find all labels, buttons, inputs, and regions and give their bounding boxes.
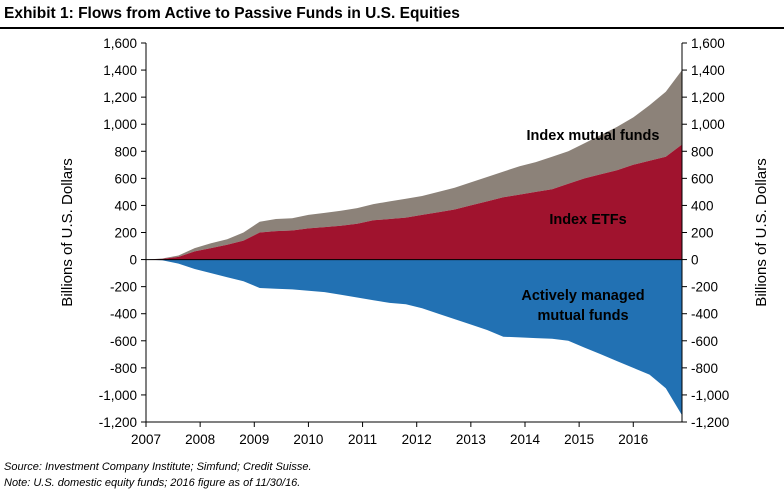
right-tick-label: 600 xyxy=(691,171,714,186)
area-layer xyxy=(146,70,682,416)
left-tick-label: 1,000 xyxy=(103,117,137,132)
axes-layer: 1,600 1,600 1,400 1,400 1,200 1,200 1,000 1,000… xyxy=(59,36,770,447)
right-tick-label: 1,000 xyxy=(691,117,725,132)
x-tick-label: 2011 xyxy=(348,432,377,447)
right-tick-label: 1,400 xyxy=(691,63,725,78)
y-axis-label-left: Billions of U.S. Dollars xyxy=(59,158,76,306)
x-tick-label: 2016 xyxy=(618,432,648,447)
x-tick-label: 2014 xyxy=(510,432,541,447)
right-tick-label: -1,000 xyxy=(691,388,729,403)
label-layer: Index mutual funds Index ETFs Actively man… xyxy=(521,128,659,324)
left-tick-label: -400 xyxy=(110,307,137,322)
right-tick-label: -400 xyxy=(691,307,718,322)
left-tick-label: -1,000 xyxy=(99,388,137,403)
right-tick-label: -800 xyxy=(691,361,718,376)
x-tick-label: 2009 xyxy=(239,432,269,447)
right-tick-label: 800 xyxy=(691,144,714,159)
left-tick-label: 800 xyxy=(114,144,137,159)
left-tick-label: 1,400 xyxy=(103,63,137,78)
right-tick-label: 400 xyxy=(691,198,714,213)
right-tick-label: 1,600 xyxy=(691,36,725,51)
left-tick-label: -600 xyxy=(110,334,137,349)
left-tick-label: -1,200 xyxy=(99,415,137,430)
left-tick-label: 400 xyxy=(114,198,137,213)
title-rule xyxy=(0,27,784,29)
x-tick-label: 2012 xyxy=(402,432,432,447)
x-tick-label: 2015 xyxy=(564,432,594,447)
right-tick-label: -200 xyxy=(691,280,718,295)
footnote: Note: U.S. domestic equity funds; 2016 f… xyxy=(4,477,301,489)
index-etfs-label: Index ETFs xyxy=(549,212,626,228)
left-tick-label: -200 xyxy=(110,280,137,295)
y-axis-label-right: Billions of U.S. Dollars xyxy=(753,158,770,306)
index-mutual-funds-area xyxy=(146,70,682,260)
index-etfs-area xyxy=(146,144,682,260)
right-tick-label: 0 xyxy=(691,253,699,268)
left-tick-label: 600 xyxy=(114,171,137,186)
index-mutual-funds-label: Index mutual funds xyxy=(527,128,660,144)
right-tick-label: -1,200 xyxy=(691,415,729,430)
x-tick-label: 2010 xyxy=(293,432,323,447)
source-note: Source: Investment Company Institute; Si… xyxy=(4,461,312,473)
actively-managed-area xyxy=(146,259,682,416)
right-tick-label: -600 xyxy=(691,334,718,349)
x-tick-label: 2008 xyxy=(185,432,215,447)
actively-managed-label-line1: Actively managed xyxy=(521,288,644,304)
left-tick-label: 0 xyxy=(129,253,137,268)
left-tick-label: 200 xyxy=(114,226,137,241)
page-title: Exhibit 1: Flows from Active to Passive … xyxy=(4,5,460,22)
left-tick-label: -800 xyxy=(110,361,137,376)
x-tick-label: 2007 xyxy=(131,432,161,447)
right-tick-label: 1,200 xyxy=(691,90,725,105)
left-tick-label: 1,200 xyxy=(103,90,137,105)
right-tick-label: 200 xyxy=(691,226,714,241)
x-tick-label: 2013 xyxy=(456,432,486,447)
actively-managed-label-line2: mutual funds xyxy=(537,308,628,324)
left-tick-label: 1,600 xyxy=(103,36,137,51)
